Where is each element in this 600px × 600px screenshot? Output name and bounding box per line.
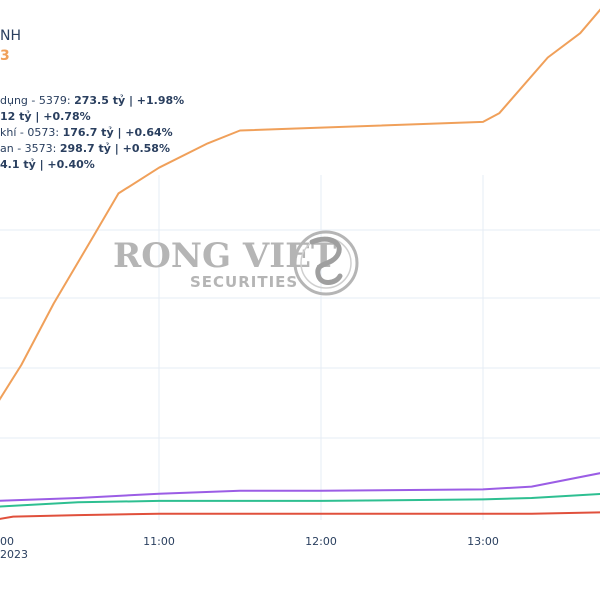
x-axis: 00 11:00 12:00 13:00 2023 — [0, 535, 499, 561]
x-tick-label: 13:00 — [467, 535, 499, 548]
watermark-brand: RONG VIET — [113, 236, 336, 276]
x-sub-label: 2023 — [0, 548, 28, 561]
dragon-seal-icon — [293, 230, 359, 296]
series-line-red — [0, 511, 600, 520]
gridlines — [0, 175, 600, 520]
legend-entry: 4.1 tỷ | +0.40% — [0, 158, 95, 171]
legend-entry: an - 3573: 298.7 tỷ | +0.58% — [0, 142, 170, 155]
series-line-orange — [0, 8, 600, 401]
series-line-purple — [0, 472, 600, 502]
series-line-green — [0, 492, 600, 508]
x-tick-label: 11:00 — [143, 535, 175, 548]
legend-entry: 12 tỷ | +0.78% — [0, 110, 91, 123]
x-tick-label: 00 — [0, 535, 14, 548]
legend-entry: khí - 0573: 176.7 tỷ | +0.64% — [0, 126, 173, 139]
chart-title: NH — [0, 28, 21, 44]
watermark-sub: SECURITIES — [190, 273, 298, 291]
chart-subtitle: 3 — [0, 48, 10, 64]
legend: dụng - 5379: 273.5 tỷ | +1.98% 12 tỷ | +… — [0, 93, 184, 173]
legend-entry: dụng - 5379: 273.5 tỷ | +1.98% — [0, 94, 185, 107]
x-tick-label: 12:00 — [305, 535, 337, 548]
series-lines — [0, 8, 600, 520]
watermark-logo: RONG VIET SECURITIES — [113, 230, 359, 296]
